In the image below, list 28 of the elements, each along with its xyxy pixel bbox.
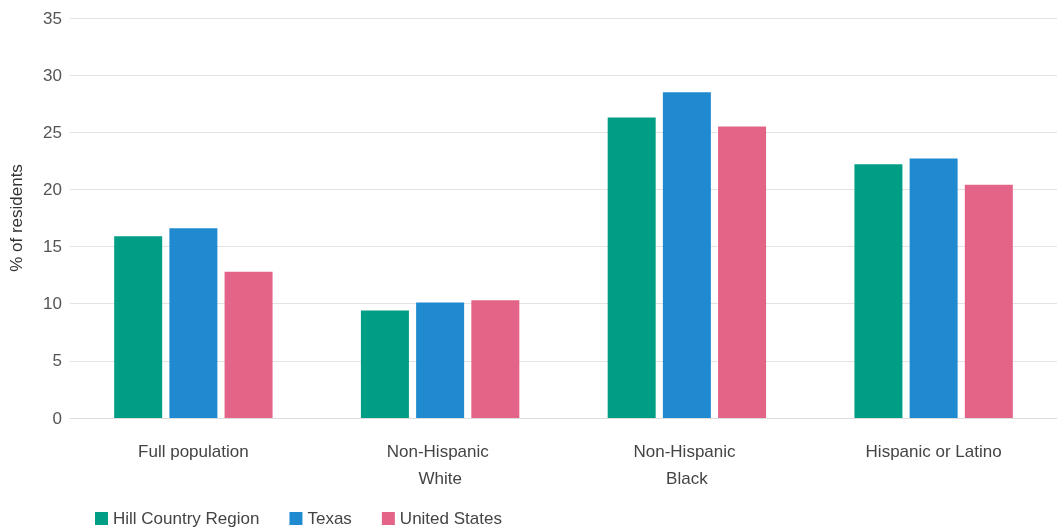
bar bbox=[964, 184, 1013, 418]
bar bbox=[662, 92, 711, 418]
y-tick-label: 15 bbox=[43, 237, 62, 257]
bar bbox=[909, 158, 958, 418]
x-tick-label: Full population bbox=[138, 442, 249, 461]
legend-label: United States bbox=[399, 509, 502, 528]
y-tick-label: 0 bbox=[52, 408, 62, 428]
bar bbox=[607, 117, 656, 418]
y-tick-label: 30 bbox=[43, 65, 62, 85]
bar bbox=[224, 271, 273, 418]
y-tick-label: 5 bbox=[52, 351, 62, 371]
x-tick-label: Non-Hispanic White bbox=[386, 442, 494, 488]
bar bbox=[416, 302, 465, 418]
bar bbox=[114, 236, 163, 418]
bar bbox=[718, 126, 767, 418]
y-tick-label: 35 bbox=[43, 8, 62, 28]
legend-label: Hill Country Region bbox=[113, 509, 260, 528]
x-tick-label: Non-Hispanic Black bbox=[633, 442, 741, 488]
bar bbox=[471, 300, 520, 418]
y-tick-label: 25 bbox=[43, 122, 62, 142]
y-axis-title: % of residents bbox=[7, 164, 26, 272]
bar bbox=[169, 228, 218, 418]
legend-label: Texas bbox=[307, 509, 352, 528]
bar bbox=[854, 164, 903, 418]
y-tick-label: 20 bbox=[43, 179, 62, 199]
y-tick-label: 10 bbox=[43, 294, 62, 314]
x-tick-label: Hispanic or Latino bbox=[865, 442, 1002, 461]
bar bbox=[360, 310, 409, 418]
